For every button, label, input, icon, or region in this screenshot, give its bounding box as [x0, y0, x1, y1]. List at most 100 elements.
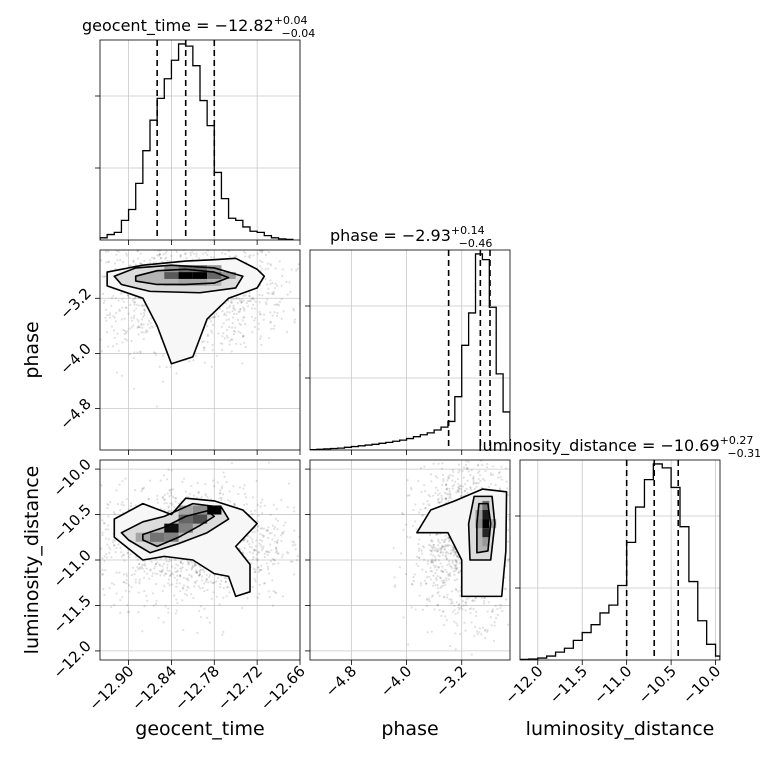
scatter-point	[163, 502, 166, 505]
scatter-point	[458, 562, 461, 565]
scatter-point	[101, 568, 104, 572]
scatter-point	[154, 582, 158, 586]
density-cell	[178, 514, 193, 524]
y-tick-label: −10.5	[50, 501, 95, 546]
scatter-point	[446, 544, 449, 547]
scatter-point	[206, 340, 209, 344]
scatter-point	[208, 574, 212, 577]
scatter-point	[451, 560, 454, 563]
scatter-point	[245, 503, 248, 506]
scatter-point	[549, 607, 551, 609]
scatter-point	[232, 298, 236, 301]
scatter-point	[400, 511, 404, 514]
scatter-point	[184, 252, 188, 255]
scatter-point	[100, 259, 102, 262]
scatter-point	[435, 578, 438, 581]
scatter-point	[271, 562, 274, 566]
density-cell	[178, 505, 193, 515]
scatter-point	[258, 310, 261, 314]
scatter-point	[179, 255, 182, 258]
scatter-point	[228, 339, 232, 343]
scatter-point	[445, 619, 448, 622]
scatter-point	[98, 247, 100, 249]
scatter-point	[124, 477, 127, 480]
scatter-point	[52, 309, 54, 311]
scatter-point	[431, 494, 435, 497]
density-cell	[482, 519, 490, 529]
scatter-point	[286, 293, 289, 296]
scatter-point	[463, 621, 466, 624]
hist-bar	[164, 79, 171, 240]
scatter-point	[112, 294, 115, 298]
scatter-point	[260, 539, 264, 542]
scatter-point	[238, 322, 241, 325]
scatter-point	[190, 574, 193, 577]
scatter-point	[516, 551, 518, 553]
scatter-point	[438, 492, 441, 495]
scatter-point	[134, 569, 137, 573]
scatter-point	[105, 331, 109, 334]
scatter-point	[153, 257, 156, 260]
scatter-point	[149, 568, 152, 571]
scatter-point	[161, 354, 165, 357]
scatter-point	[436, 550, 439, 553]
scatter-point	[477, 455, 479, 457]
scatter-point	[159, 256, 162, 260]
scatter-point	[433, 566, 436, 569]
scatter-point	[435, 533, 438, 536]
scatter-point	[121, 341, 124, 344]
title-phase-sup: +0.14	[451, 224, 485, 237]
scatter-point	[94, 302, 96, 304]
scatter-point	[195, 571, 198, 574]
scatter-point	[429, 553, 432, 556]
scatter-point	[430, 570, 434, 573]
scatter-point	[142, 486, 146, 489]
scatter-point	[295, 559, 299, 562]
scatter-point	[426, 559, 429, 563]
scatter-point	[133, 301, 136, 304]
scatter-point	[453, 573, 456, 576]
scatter-point	[454, 569, 457, 572]
scatter-point	[97, 256, 99, 258]
scatter-point	[266, 262, 269, 265]
scatter-point	[180, 570, 183, 573]
scatter-point	[224, 252, 227, 256]
scatter-point	[157, 254, 160, 257]
scatter-point	[182, 587, 185, 590]
scatter-point	[489, 473, 493, 476]
scatter-point	[267, 526, 270, 529]
scatter-point	[83, 256, 85, 258]
scatter-point	[437, 566, 440, 569]
scatter-point	[311, 544, 313, 546]
scatter-point	[242, 316, 245, 319]
scatter-point	[266, 283, 269, 286]
scatter-point	[511, 517, 513, 519]
scatter-point	[456, 555, 459, 558]
scatter-point	[410, 488, 413, 491]
scatter-point	[458, 489, 461, 493]
scatter-point	[399, 552, 403, 555]
scatter-point	[112, 538, 115, 542]
scatter-point	[286, 506, 289, 509]
scatter-point	[263, 313, 266, 316]
scatter-point	[113, 262, 117, 265]
scatter-point	[122, 580, 125, 584]
density-cell	[164, 523, 179, 533]
scatter-point	[251, 558, 254, 561]
scatter-point	[449, 644, 452, 648]
scatter-point	[211, 245, 213, 247]
scatter-point	[318, 554, 320, 556]
scatter-point	[95, 526, 97, 528]
scatter-point	[206, 496, 209, 499]
scatter-point	[123, 317, 126, 320]
scatter-point	[198, 573, 201, 576]
scatter-point	[107, 345, 110, 348]
scatter-point	[179, 574, 182, 577]
scatter-point	[483, 596, 486, 599]
hist-bar	[489, 307, 496, 450]
scatter-point	[266, 248, 268, 250]
scatter-point	[222, 313, 226, 316]
scatter-point	[191, 561, 194, 564]
scatter-point	[444, 555, 447, 558]
scatter-point	[254, 509, 257, 512]
